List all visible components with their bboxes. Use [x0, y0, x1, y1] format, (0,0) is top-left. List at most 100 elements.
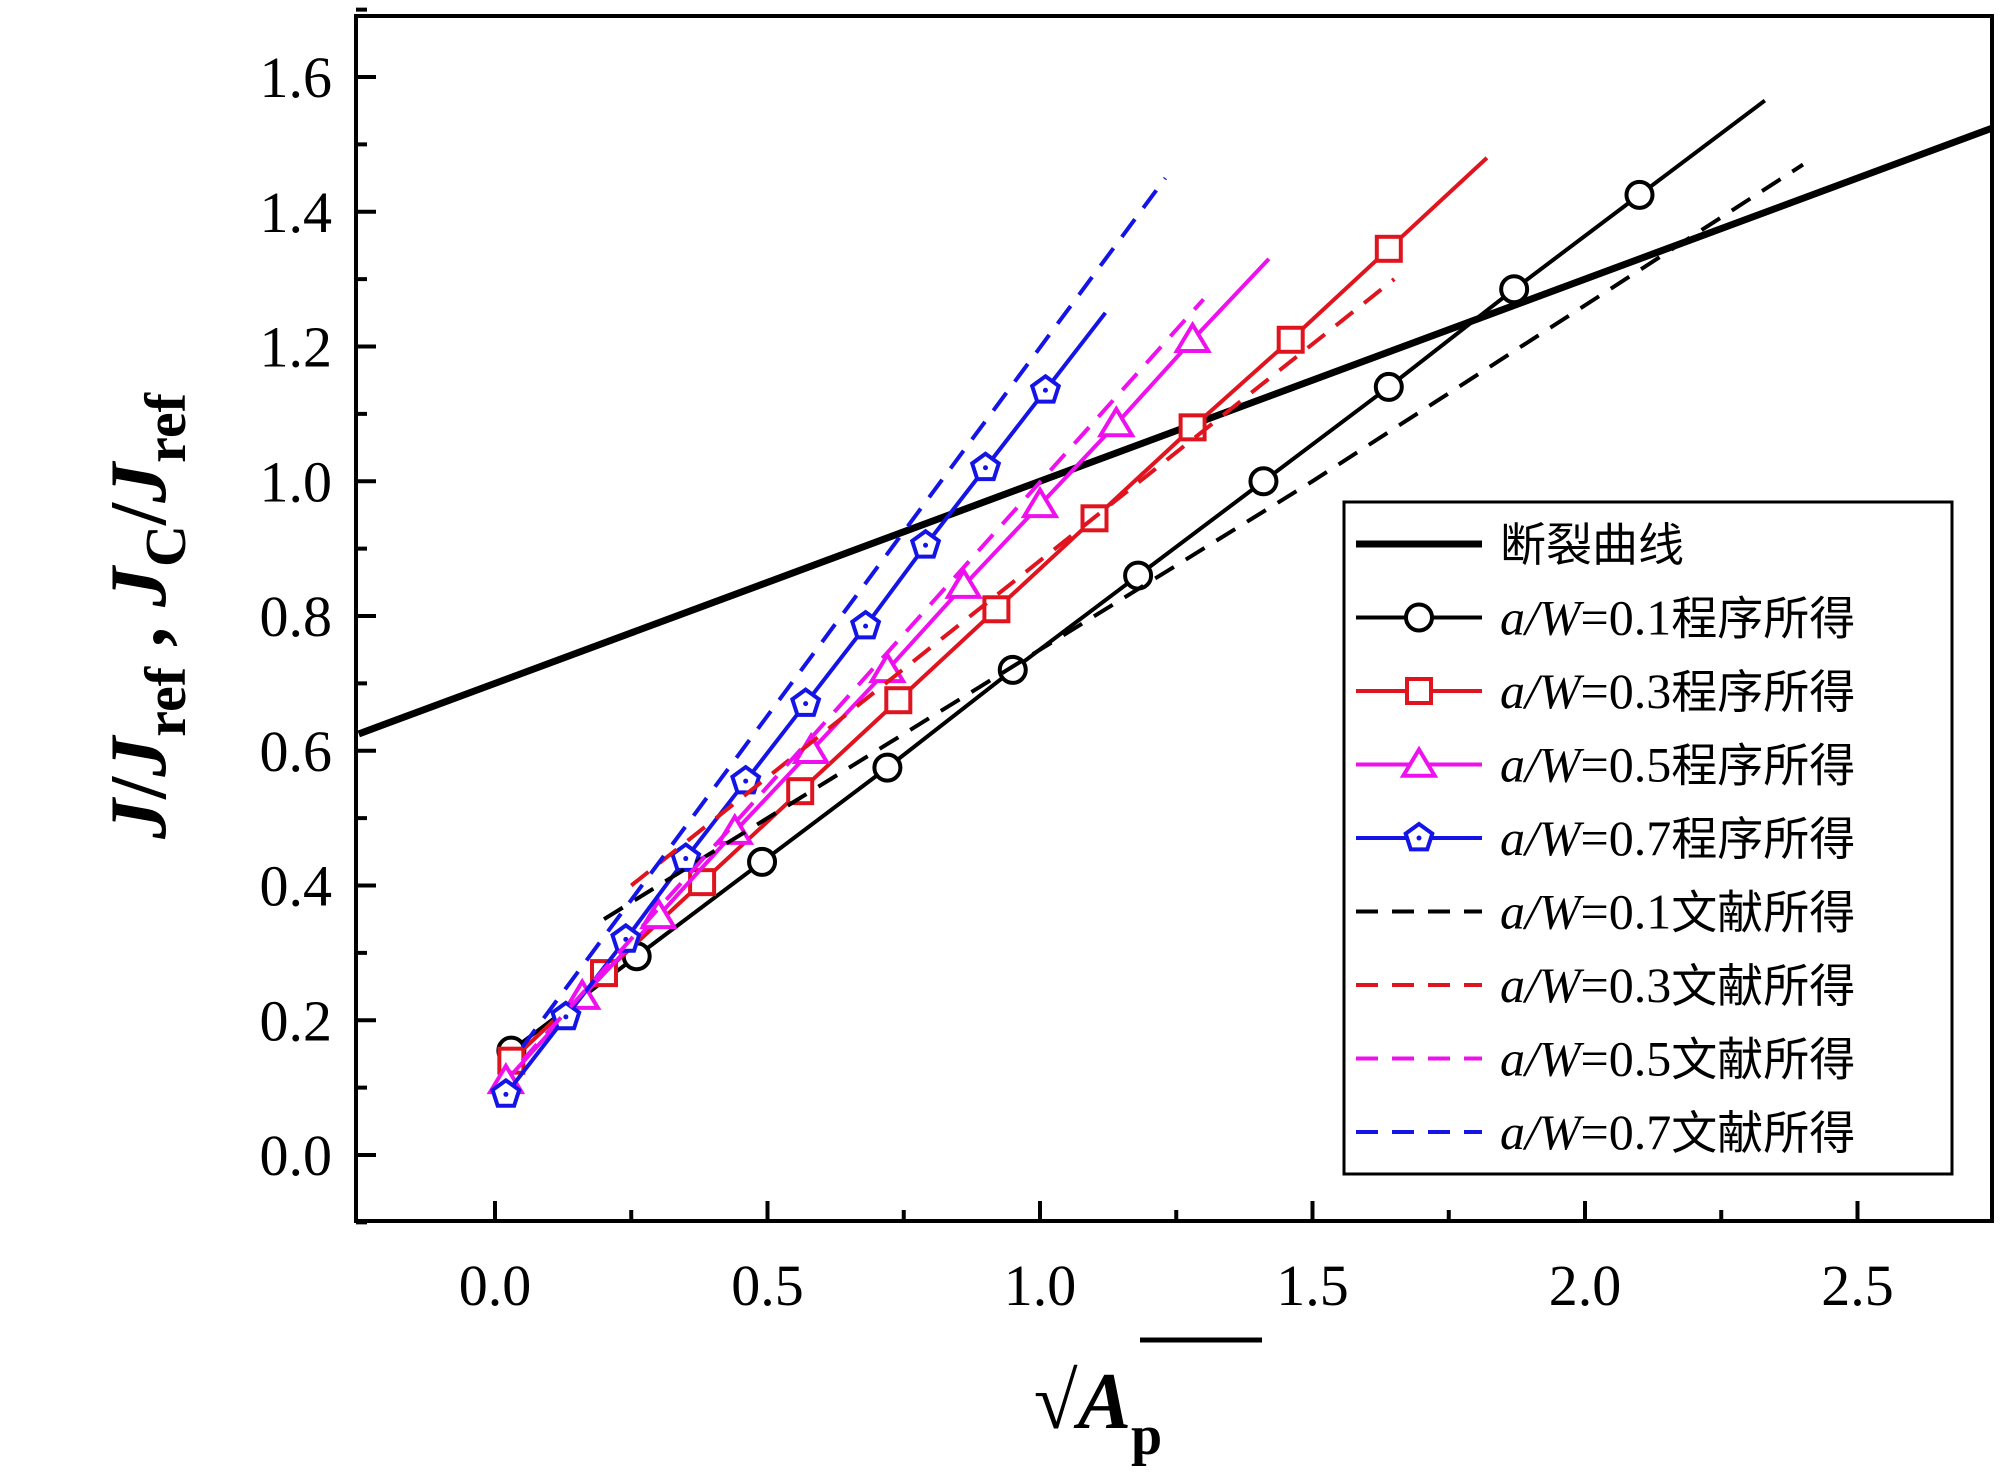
data-point-2-9 — [1374, 234, 1403, 263]
y-tick-label: 0.4 — [260, 854, 333, 919]
legend-marker-3 — [1399, 745, 1439, 778]
legend-label-text-3: 程序所得 — [1671, 739, 1855, 793]
x-axis-title: √Ap — [1034, 1358, 1162, 1467]
data-point-4-0 — [490, 1077, 522, 1108]
x-tick-label: 2.5 — [1821, 1253, 1894, 1318]
x-axis-title-radical: √ — [1034, 1358, 1078, 1446]
legend-label-text-4: 程序所得 — [1671, 812, 1855, 866]
x-tick-label: 0.5 — [731, 1253, 804, 1318]
legend-label-var-4: a/W — [1500, 810, 1585, 866]
legend-label-var-6: a/W — [1500, 957, 1585, 1013]
series-line-0 — [357, 124, 1992, 738]
series-5 — [602, 162, 1805, 921]
legend-label-7: a/W=0.5文献所得 — [1500, 1031, 1855, 1087]
legend-label-text-0: 断裂曲线 — [1500, 518, 1684, 572]
series-0 — [357, 124, 1992, 738]
legend-label-text-1: 程序所得 — [1671, 592, 1855, 646]
legend-label-eq-8: =0.7 — [1581, 1104, 1672, 1160]
y-axis-title-j4: J — [95, 460, 183, 504]
x-tick-label: 1.5 — [1276, 1253, 1349, 1318]
legend-label-text-5: 文献所得 — [1671, 886, 1855, 940]
data-point-4-5 — [789, 687, 822, 717]
legend-label-8: a/W=0.7文献所得 — [1500, 1104, 1855, 1160]
y-axis-title: J/Jref , JC/Jref — [95, 392, 198, 840]
legend-label-eq-7: =0.5 — [1581, 1031, 1672, 1087]
legend-label-eq-2: =0.3 — [1581, 663, 1672, 719]
y-axis-title-slash2: / — [95, 501, 183, 526]
y-axis-title-ref: ref — [133, 666, 198, 736]
data-point-3-8 — [1097, 405, 1136, 438]
y-axis-title-ref2: ref — [133, 392, 198, 462]
legend-label-3: a/W=0.5程序所得 — [1500, 737, 1855, 793]
legend-label-5: a/W=0.1文献所得 — [1500, 884, 1855, 940]
x-axis-title-main: A — [1073, 1358, 1131, 1446]
x-tick-label: 0.0 — [459, 1253, 532, 1318]
legend-label-var-1: a/W — [1500, 590, 1585, 646]
data-point-2-7 — [1178, 413, 1207, 442]
legend-label-eq-4: =0.7 — [1581, 810, 1672, 866]
legend-entry-5: a/W=0.1文献所得 — [1356, 884, 1855, 940]
legend-marker-1 — [1404, 602, 1434, 633]
legend-label-4: a/W=0.7程序所得 — [1500, 810, 1855, 866]
data-point-3-6 — [944, 566, 983, 599]
series-line-8 — [520, 176, 1167, 1049]
legend-label-var-7: a/W — [1500, 1031, 1585, 1087]
plot-area — [357, 98, 1992, 1108]
data-point-2-8 — [1276, 325, 1305, 354]
y-tick-label: 0.2 — [260, 988, 333, 1053]
data-point-4-2 — [610, 922, 642, 953]
y-tick-label: 1.2 — [260, 315, 333, 380]
y-tick-label: 0.0 — [260, 1123, 333, 1188]
legend-label-text-6: 文献所得 — [1671, 959, 1855, 1013]
legend-entry-2: a/W=0.3程序所得 — [1356, 663, 1855, 719]
y-axis-title-j: J — [95, 796, 183, 840]
data-point-2-2 — [688, 868, 717, 897]
legend-label-2: a/W=0.3程序所得 — [1500, 663, 1855, 719]
y-tick-label: 0.6 — [260, 719, 333, 784]
legend-entry-0: 断裂曲线 — [1356, 518, 1684, 572]
data-point-1-2 — [747, 846, 778, 877]
legend-entry-3: a/W=0.5程序所得 — [1356, 737, 1855, 793]
data-point-1-5 — [1123, 560, 1154, 591]
legend-label-eq-1: =0.1 — [1581, 590, 1672, 646]
y-axis-title-j3: J — [95, 564, 183, 608]
legend-label-eq-5: =0.1 — [1581, 884, 1672, 940]
data-point-1-7 — [1373, 371, 1404, 402]
data-point-3-2 — [639, 896, 678, 930]
data-point-4-8 — [969, 451, 1002, 482]
x-axis-title-sub: p — [1131, 1405, 1162, 1467]
x-tick-label: 2.0 — [1549, 1253, 1622, 1318]
data-point-4-4-dot — [743, 778, 749, 784]
legend-label-0: 断裂曲线 — [1500, 518, 1684, 572]
data-point-4-7-dot — [923, 542, 929, 548]
data-point-4-8-dot — [983, 465, 988, 471]
data-point-4-7 — [909, 528, 942, 559]
data-point-4-9 — [1029, 373, 1062, 404]
y-tick-label: 1.6 — [260, 45, 333, 110]
series-line-5 — [602, 162, 1805, 921]
legend-entry-6: a/W=0.3文献所得 — [1356, 957, 1855, 1013]
data-point-4-3-dot — [683, 856, 689, 862]
data-point-4-1-dot — [563, 1014, 569, 1020]
y-tick-label: 1.0 — [260, 449, 333, 514]
legend-label-var-3: a/W — [1500, 737, 1585, 793]
legend: 断裂曲线a/W=0.1程序所得a/W=0.3程序所得a/W=0.5程序所得a/W… — [1342, 500, 1954, 1176]
legend-marker-4 — [1403, 821, 1435, 852]
y-tick-label: 1.4 — [260, 180, 333, 245]
series-line-7 — [520, 298, 1205, 1063]
legend-entry-8: a/W=0.7文献所得 — [1356, 1104, 1855, 1160]
legend-label-var-8: a/W — [1500, 1104, 1585, 1160]
legend-label-eq-6: =0.3 — [1581, 957, 1672, 1013]
legend-label-text-7: 文献所得 — [1671, 1033, 1855, 1087]
legend-entry-1: a/W=0.1程序所得 — [1356, 590, 1855, 646]
legend-label-var-2: a/W — [1500, 663, 1585, 719]
plot-frame — [354, 14, 1994, 1223]
legend-label-text-8: 文献所得 — [1671, 1106, 1855, 1160]
data-point-2-4 — [884, 686, 913, 715]
legend-marker-4-dot — [1416, 835, 1422, 841]
data-point-1-8 — [1499, 274, 1530, 305]
y-tick-label: 0.8 — [260, 584, 333, 649]
x-tick-label: 1.0 — [1004, 1253, 1077, 1318]
data-point-3-7 — [1020, 485, 1060, 519]
series-8 — [520, 176, 1167, 1049]
